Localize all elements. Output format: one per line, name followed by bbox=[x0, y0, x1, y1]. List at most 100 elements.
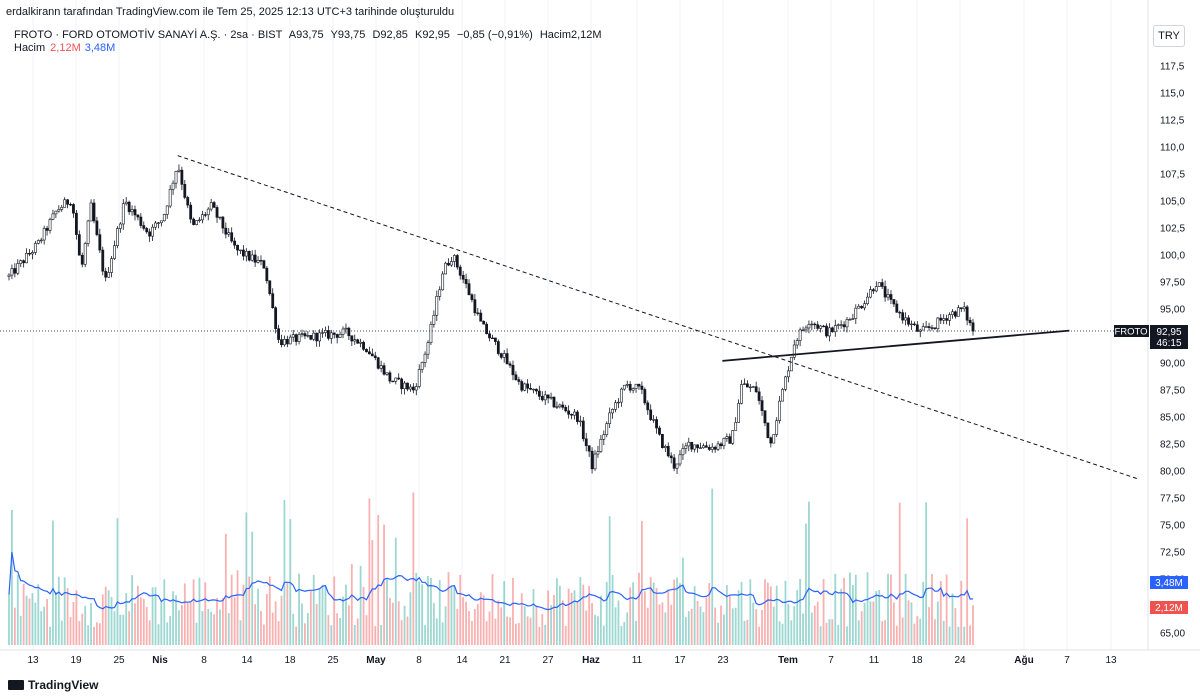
price-tick-label: 110,0 bbox=[1160, 143, 1185, 154]
candle-body bbox=[60, 207, 64, 210]
time-tick-label: 27 bbox=[542, 655, 554, 666]
candle-body bbox=[731, 430, 735, 444]
candle-body bbox=[110, 258, 113, 273]
candle-body bbox=[394, 377, 398, 382]
candle-body bbox=[417, 369, 421, 387]
volume-bar bbox=[731, 608, 734, 645]
candle-body bbox=[529, 387, 532, 390]
volume-bar bbox=[245, 512, 248, 645]
candle-body bbox=[326, 330, 330, 339]
volume-bar bbox=[878, 589, 881, 645]
candle-body bbox=[48, 219, 52, 231]
volume-bar bbox=[497, 600, 500, 645]
volume-bar bbox=[347, 605, 350, 645]
candle-body bbox=[775, 420, 779, 435]
candle-body bbox=[253, 254, 257, 263]
candle-body bbox=[505, 353, 509, 365]
candle-body bbox=[168, 189, 172, 207]
volume-bar bbox=[538, 626, 541, 645]
candle-body bbox=[324, 330, 327, 333]
volume-bar bbox=[515, 623, 517, 645]
volume-bar bbox=[802, 613, 804, 645]
candle-body bbox=[526, 383, 530, 389]
candle-body bbox=[874, 286, 878, 292]
volume-bar bbox=[796, 590, 799, 645]
volume-bar bbox=[107, 590, 110, 645]
last-price-label: 92,95 bbox=[1156, 327, 1181, 338]
volume-bar bbox=[942, 620, 945, 645]
volume-bar bbox=[913, 623, 916, 645]
candle-body bbox=[403, 382, 406, 390]
currency-button[interactable]: TRY bbox=[1153, 25, 1185, 47]
volume-bar bbox=[793, 606, 796, 645]
candle-body bbox=[634, 383, 638, 389]
volume-bar bbox=[418, 581, 421, 645]
candle-body bbox=[707, 447, 711, 450]
candle-body bbox=[540, 396, 544, 401]
volume-bar bbox=[585, 610, 588, 645]
time-tick-label: 8 bbox=[416, 655, 422, 666]
volume-bar bbox=[87, 625, 90, 645]
volume-bar bbox=[219, 609, 221, 645]
volume-bar bbox=[441, 622, 444, 645]
volume-bar bbox=[403, 605, 406, 645]
price-tick-label: 82,50 bbox=[1160, 440, 1185, 451]
volume-bar bbox=[280, 595, 283, 645]
candle-body bbox=[959, 307, 963, 310]
symbol-description[interactable]: FROTO · FORD OTOMOTİV SANAYİ A.Ş. · 2sa … bbox=[14, 29, 283, 41]
volume-bar bbox=[667, 590, 670, 645]
candle-body bbox=[356, 339, 360, 344]
candle-body bbox=[833, 325, 837, 333]
candle-body bbox=[233, 240, 237, 246]
volume-bar bbox=[166, 622, 169, 645]
volume-bar bbox=[391, 602, 394, 645]
volume-bar bbox=[312, 575, 315, 645]
volume-bar bbox=[819, 626, 822, 645]
volume-bar bbox=[638, 572, 640, 645]
candle-body bbox=[643, 389, 647, 404]
volume-bar bbox=[485, 621, 488, 645]
volume-bar bbox=[216, 597, 218, 645]
candle-body bbox=[256, 259, 260, 263]
candle-body bbox=[860, 306, 864, 309]
volume-legend[interactable]: Hacim 2,12M 3,48M bbox=[14, 42, 115, 54]
volume-bar bbox=[632, 582, 635, 645]
volume-bar bbox=[488, 611, 491, 645]
candle-body bbox=[16, 263, 20, 274]
candle-body bbox=[165, 205, 169, 215]
volume-bar bbox=[664, 612, 667, 645]
volume-bar bbox=[450, 586, 453, 645]
candle-body bbox=[499, 353, 503, 358]
candle-body bbox=[804, 327, 808, 331]
volume-bar bbox=[643, 591, 646, 645]
candle-body bbox=[271, 293, 275, 309]
candle-body bbox=[485, 323, 489, 335]
candle-body bbox=[373, 355, 377, 358]
volume-bar bbox=[960, 580, 963, 645]
symbol-legend[interactable]: FROTO · FORD OTOMOTİV SANAYİ A.Ş. · 2sa … bbox=[14, 29, 606, 41]
candle-body bbox=[195, 220, 198, 225]
price-tick-label: 80,00 bbox=[1160, 467, 1185, 478]
volume-bar bbox=[125, 592, 128, 645]
candle-body bbox=[558, 404, 562, 408]
candle-body bbox=[713, 446, 717, 450]
candle-body bbox=[341, 328, 345, 335]
candle-body bbox=[614, 402, 617, 410]
volume-bar bbox=[49, 626, 51, 645]
volume-bar bbox=[465, 601, 467, 645]
candle-body bbox=[778, 400, 782, 421]
volume-bar bbox=[239, 620, 242, 645]
candle-body bbox=[455, 255, 459, 268]
candle-body bbox=[640, 385, 644, 390]
last-price-badge: FROTO 92,95 46:15 bbox=[1114, 325, 1188, 349]
candle-body bbox=[45, 228, 49, 231]
candle-body bbox=[116, 228, 119, 246]
candle-body bbox=[250, 254, 254, 261]
volume-bar bbox=[207, 608, 210, 645]
volume-bars bbox=[8, 488, 974, 645]
candle-body bbox=[479, 312, 483, 322]
volume-bar bbox=[758, 626, 761, 645]
volume-bar bbox=[365, 615, 368, 645]
volume-bar bbox=[602, 625, 605, 645]
